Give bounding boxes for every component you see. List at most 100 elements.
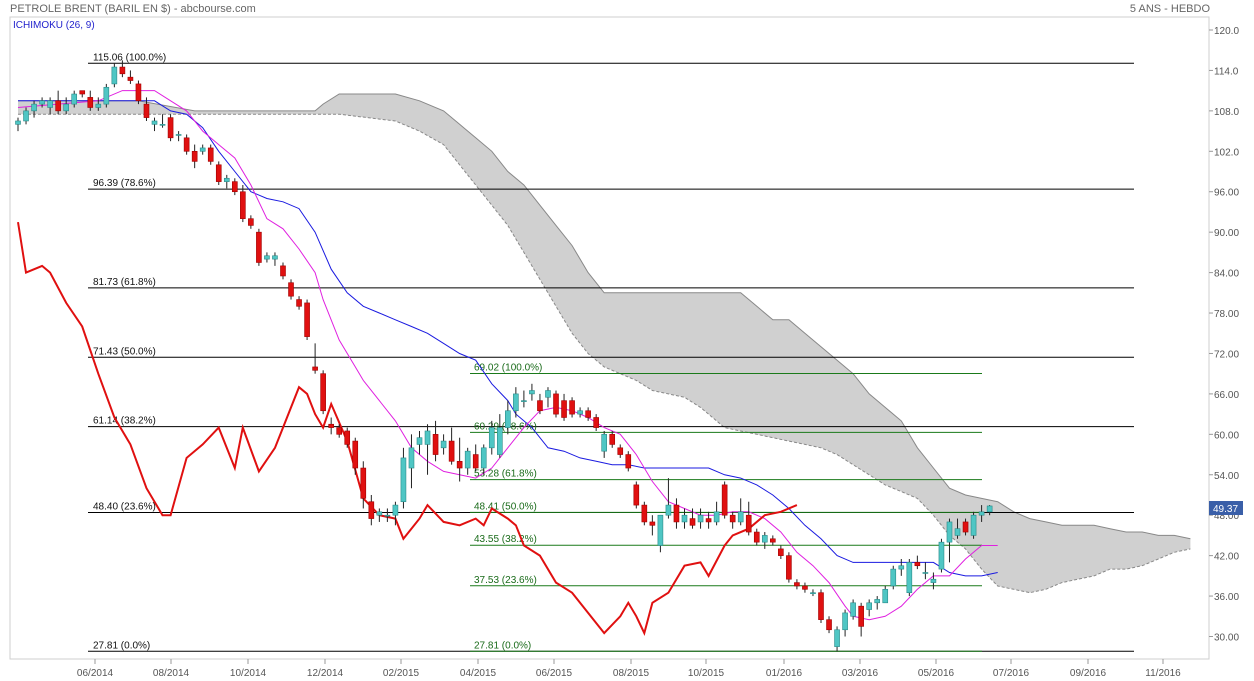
candle-body [761,535,768,543]
candle-body [850,602,856,617]
candle-body [384,514,391,517]
candle-body [432,434,439,455]
y-tick-label: 96.00 [1214,188,1239,199]
y-tick-label: 72.00 [1214,349,1239,360]
candle-body [135,83,142,102]
candle-body [23,110,29,122]
candle-body [496,427,503,455]
candle-body [778,548,784,556]
candle-body [464,450,471,469]
y-tick-label: 90.00 [1214,228,1239,239]
y-tick-label: 54.00 [1214,471,1239,482]
candle-body [456,460,463,469]
candle-body [127,76,134,81]
candle-body [424,430,431,445]
candle-body [794,582,800,587]
candle-body [898,565,905,570]
fib-secondary-label: 69.02 (100.0%) [474,363,542,374]
chart-title: PETROLE BRENT (BARIL EN $) - abcbourse.c… [10,3,256,15]
candle-body [970,514,977,536]
candle-body [448,440,455,462]
ichimoku-cloud [18,93,1191,594]
candle-body [914,562,921,567]
candle-body [786,555,792,580]
candle-body [745,514,752,533]
x-tick-label: 10/2015 [688,668,725,679]
candle-body [689,518,696,526]
candle-body [167,117,174,139]
candle-body [119,66,126,75]
candle-body [360,467,367,499]
chart-period: 5 ANS - HEBDO [1129,3,1210,15]
candle-body [729,514,736,523]
candle-body [312,366,318,371]
candle-body [601,434,607,452]
candle-body [842,612,848,631]
candle-body [143,103,150,118]
candle-body [31,103,37,112]
x-tick-label: 02/2015 [383,668,420,679]
candle-body [215,164,222,182]
candle-body [183,137,190,152]
candle-body [296,299,302,307]
candle-body [95,103,102,108]
senkou-span-b [18,113,1191,594]
candle-body [545,390,551,398]
y-axis: 120.0 114.0 108.0 102.0 96.00 90.00 84.00 78.00… [1209,26,1239,644]
candle-body [938,541,945,570]
candle-body [87,97,94,108]
candle-body [240,191,246,219]
candle-body [488,427,495,449]
candle-body [818,592,824,620]
candle-body [103,86,110,105]
fib-main-label: 27.81 (0.0%) [93,640,150,651]
fib-secondary-label: 53.28 (61.8%) [474,469,537,480]
candle-body [392,504,399,516]
candle-body [625,454,632,469]
candle-body [440,440,447,449]
candle-body [641,504,648,523]
x-tick-label: 07/2016 [993,668,1030,679]
candle-body [770,538,776,543]
candle-body [593,417,599,428]
candle-body [256,231,262,263]
last-price-tag: 49.37 [1209,501,1243,515]
chikou-span-line [17,221,798,636]
candle-body [39,100,45,105]
candle-body [320,373,326,412]
candle-body [71,93,78,105]
fib-secondary-label: 37.53 (23.6%) [474,575,537,586]
candle-body [47,100,53,108]
x-tick-label: 10/2014 [230,668,267,679]
x-tick-label: 04/2015 [460,668,497,679]
x-tick-label: 08/2015 [613,668,650,679]
y-tick-label: 60.00 [1214,430,1239,441]
candle-body [858,605,864,627]
fib-main-label: 71.43 (50.0%) [93,346,156,357]
candle-body [352,440,359,469]
candle-body [264,255,270,260]
candle-body [111,66,118,85]
candle-body [697,514,704,523]
candle-body [705,518,712,523]
plot-frame [9,16,1210,660]
candle-body [55,100,61,112]
candle-body [15,120,21,125]
x-tick-label: 08/2014 [153,668,190,679]
candle-body [408,447,415,469]
candle-body [834,629,840,647]
candle-body [529,390,535,395]
y-tick-label: 48.00 [1214,511,1239,522]
candle-body [802,585,808,590]
candle-body [713,511,720,523]
candle-body [922,572,929,574]
candle-body [151,120,158,125]
y-tick-label: 66.00 [1214,390,1239,401]
candle-body [199,147,206,152]
x-tick-label: 09/2016 [1070,668,1107,679]
candle-body [175,134,182,136]
fib-main-label: 48.40 (23.6%) [93,502,156,513]
fib-secondary-label: 27.81 (0.0%) [474,640,531,651]
candle-body [232,181,238,193]
